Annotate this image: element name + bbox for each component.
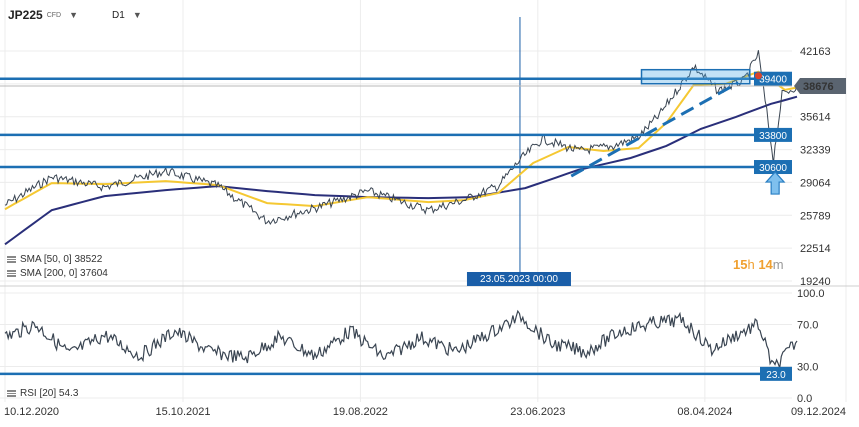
time-axis-tick: 23.06.2023 xyxy=(510,406,565,418)
indicator-settings-icon[interactable] xyxy=(7,390,16,397)
level-label: 39400 xyxy=(759,75,787,86)
current-price-tag xyxy=(794,77,846,94)
countdown-hours-unit: h xyxy=(747,257,755,272)
rsi-axis-tick: 30.0 xyxy=(797,362,818,374)
price-axis-tick: 19240 xyxy=(800,276,831,288)
up-arrow-icon xyxy=(764,171,786,195)
symbol-dropdown-icon[interactable]: ▼ xyxy=(69,10,79,20)
legend-sma200-name: SMA [200, 0] xyxy=(20,268,78,279)
resistance-zone-box xyxy=(640,68,751,85)
legend-sma200-value: 37604 xyxy=(80,268,108,279)
time-axis-tick: 08.04.2024 xyxy=(677,406,732,418)
time-axis-tick: 10.12.2020 xyxy=(4,406,59,418)
sma200-line xyxy=(4,95,798,246)
price-axis-tick: 35614 xyxy=(800,112,831,124)
timeframe-label[interactable]: D1 xyxy=(112,9,125,21)
legend-sma200[interactable]: SMA [200, 0] 37604 xyxy=(7,268,108,279)
sma50-line xyxy=(4,70,798,211)
crosshair-time-label-bg xyxy=(466,272,571,286)
legend-rsi-value: 54.3 xyxy=(58,388,79,399)
countdown-minutes-unit: m xyxy=(772,257,784,272)
legend-sma50-value: 38522 xyxy=(74,254,103,265)
trendline-dashed xyxy=(570,81,740,178)
legend-rsi[interactable]: RSI [20] 54.3 xyxy=(7,388,78,399)
price-line xyxy=(4,50,798,226)
rsi-line xyxy=(4,309,798,369)
symbol-name[interactable]: JP225 xyxy=(8,8,43,22)
crosshair-time-label: 23.05.2023 00:00 xyxy=(480,274,558,285)
legend-sma50[interactable]: SMA [50, 0] 38522 xyxy=(7,254,102,265)
countdown-minutes: 14 xyxy=(758,257,773,272)
time-axis-tick: 15.10.2021 xyxy=(155,406,210,418)
price-axis-tick: 25789 xyxy=(800,210,831,222)
level-label-bg xyxy=(754,127,792,142)
level-label: 33800 xyxy=(759,131,787,142)
rsi-axis-tick: 70.0 xyxy=(797,320,818,332)
legend-sma50-name: SMA [50, 0] xyxy=(20,254,72,265)
time-axis-tick: 19.08.2022 xyxy=(333,406,388,418)
rsi-axis-tick: 100.0 xyxy=(797,288,825,300)
chart-header: JP225 CFD ▼ D1 ▼ xyxy=(8,8,142,22)
level-label-bg xyxy=(754,160,792,175)
rsi-level-label: 23.0 xyxy=(766,370,786,381)
indicator-settings-icon[interactable] xyxy=(7,270,16,277)
level-label-bg xyxy=(754,71,792,86)
rsi-level-label-bg xyxy=(760,366,792,381)
legend-rsi-name: RSI [20] xyxy=(20,388,57,399)
instrument-type-tag: CFD xyxy=(46,11,62,19)
candle-countdown: 15h 14m xyxy=(733,257,784,272)
price-axis-tick: 22514 xyxy=(800,243,831,255)
price-axis-tick: 29064 xyxy=(800,177,831,189)
time-axis-tick: 09.12.2024 xyxy=(791,406,846,418)
timeframe-dropdown-icon[interactable]: ▼ xyxy=(132,10,142,20)
countdown-hours: 15 xyxy=(733,257,748,272)
touch-point-marker xyxy=(754,72,762,80)
level-label: 30600 xyxy=(759,163,787,174)
price-axis-tick: 42163 xyxy=(800,46,831,58)
indicator-settings-icon[interactable] xyxy=(7,256,16,263)
price-axis-tick: 32339 xyxy=(800,145,831,157)
current-price-label: 38676 xyxy=(803,81,834,93)
rsi-axis-tick: 0.0 xyxy=(797,393,812,405)
